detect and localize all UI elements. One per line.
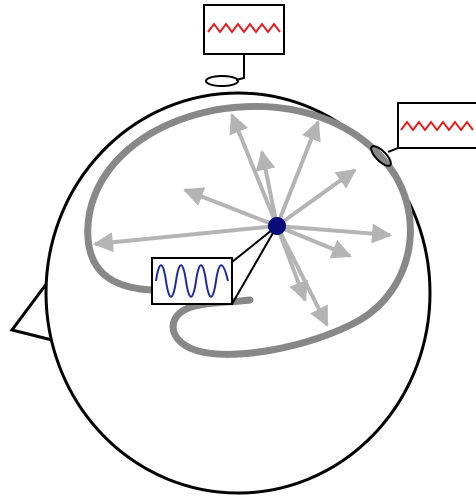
sensor-box	[203, 4, 285, 55]
arrow	[229, 113, 279, 227]
connector	[231, 225, 278, 263]
arrow	[183, 187, 278, 228]
sensor-stem	[235, 54, 245, 81]
dipole-source	[268, 217, 286, 235]
nose	[9, 282, 53, 342]
arrow	[275, 225, 308, 302]
sensor-waveform	[400, 120, 474, 132]
arrow	[275, 120, 321, 227]
connector	[231, 225, 278, 305]
arrow	[255, 150, 279, 227]
sensor-coil	[205, 75, 239, 87]
arrow	[275, 168, 357, 228]
sensor-coil	[370, 145, 392, 167]
sensor-waveform	[207, 22, 281, 34]
sensor-stem	[387, 147, 399, 153]
arrow	[93, 224, 278, 253]
arrow	[276, 224, 352, 259]
field-arrows	[93, 113, 392, 327]
sensor-box	[397, 102, 476, 149]
source-waveform	[155, 264, 229, 298]
cortex-fold	[84, 102, 414, 358]
arrow	[276, 223, 392, 244]
